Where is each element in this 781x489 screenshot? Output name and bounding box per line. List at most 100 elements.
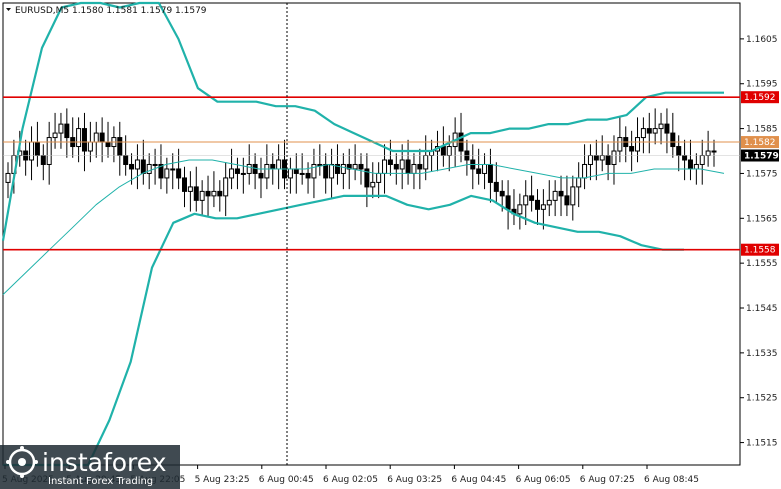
y-tick-label: 1.1565 [746,214,778,224]
x-tick-label: 6 Aug 07:25 [580,475,635,485]
y-axis: 1.1605 1.1595 1.1585 1.1575 1.1565 1.1555 1.15… [740,35,778,449]
candle-body [376,172,382,183]
candle-body [423,155,429,170]
candle-body [535,199,540,210]
candle-body [323,163,329,179]
candle-body [187,186,193,192]
candle-body [370,181,376,188]
candle-body [405,159,411,174]
candle-body [58,123,64,134]
candle-body [640,128,646,139]
candle-body [617,137,623,152]
symbol-header-text: EURUSD,M5 1.1580 1.1581 1.1579 1.1579 [15,6,207,16]
candle-series [5,108,717,230]
bollinger-lower-line [3,194,684,467]
candle-body [193,186,199,201]
candle-body [117,137,123,157]
y-tick-label: 1.1525 [746,394,778,404]
candle-body [5,172,11,183]
candle-body [523,195,529,206]
candle-body [699,155,705,165]
y-tick-label: 1.1555 [746,259,778,269]
candle-body [446,146,452,157]
candle-body [529,195,535,201]
candle-body [646,128,652,134]
candle-body [229,168,235,179]
indicator-lines [1,1,725,467]
level-tag-label-1.1582: 1.1582 [744,138,776,148]
candle-body [705,150,711,157]
candle-body [658,123,664,130]
candle-body [99,132,105,143]
candle-body [87,141,93,152]
candle-body [570,186,576,206]
x-tick-label: 6 Aug 04:45 [451,475,506,485]
candle-body [411,163,417,174]
candle-body [258,172,264,179]
candle-body [34,141,40,157]
candle-body [276,159,282,170]
candle-body [93,132,99,143]
candle-body [387,159,393,165]
instaforex-logo-icon [6,446,38,478]
candle-body [134,159,140,170]
candle-body [317,163,323,166]
y-tick-label: 1.1585 [746,125,778,135]
level-tag-label-1.1592: 1.1592 [744,93,776,103]
candle-body [599,155,605,161]
candle-body [170,168,176,171]
candle-body [593,155,599,161]
candle-body [493,181,499,192]
last-price-tag-label: 1.1579 [744,152,779,162]
candle-body [382,159,388,174]
last-price-tag-bg [741,149,779,162]
candle-body [105,141,111,148]
candle-body [682,155,688,161]
y-tick-label: 1.1515 [746,439,778,449]
candle-body [182,177,187,192]
candle-body [540,204,546,210]
x-tick-label: 6 Aug 06:05 [516,475,571,485]
candle-body [393,163,399,170]
candle-body [552,190,558,201]
candle-body [123,155,129,165]
candle-body [693,163,699,170]
candle-body [287,168,293,179]
triangle-down-icon [6,8,11,11]
candle-body [582,163,588,179]
candle-body [52,132,58,139]
moving-average-line [2,159,725,295]
candle-body [399,159,405,170]
candle-body [311,163,317,179]
watermark: instaforex Instant Forex Trading [0,445,180,489]
x-tick-label: 6 Aug 03:25 [387,475,442,485]
x-tick-label: 5 Aug 23:25 [195,475,250,485]
candle-body [270,163,276,170]
candle-body [629,146,635,152]
candle-body [358,163,364,170]
candle-body [482,163,488,174]
candle-body [205,190,211,197]
plot-area [2,2,741,466]
candle-body [364,168,370,188]
candle-body [164,168,170,179]
y-tick-label: 1.1575 [746,169,778,179]
y-tick-label: 1.1535 [746,349,778,359]
candle-body [505,195,511,210]
candle-body [417,163,423,170]
candle-body [223,177,229,197]
watermark-brand: instaforex [42,448,167,477]
symbol-header: EURUSD,M5 1.1580 1.1581 1.1579 1.1579 [6,6,207,16]
candle-body [264,163,270,179]
candle-body [576,177,582,188]
candle-body [199,190,205,201]
candle-body [687,159,693,170]
candle-body [546,199,552,206]
candle-body [246,163,252,174]
candle-body [611,150,617,165]
candle-body [140,159,146,174]
candle-body [46,137,52,165]
candle-body [440,146,446,157]
level-tag-bg-1.1558 [741,243,779,256]
